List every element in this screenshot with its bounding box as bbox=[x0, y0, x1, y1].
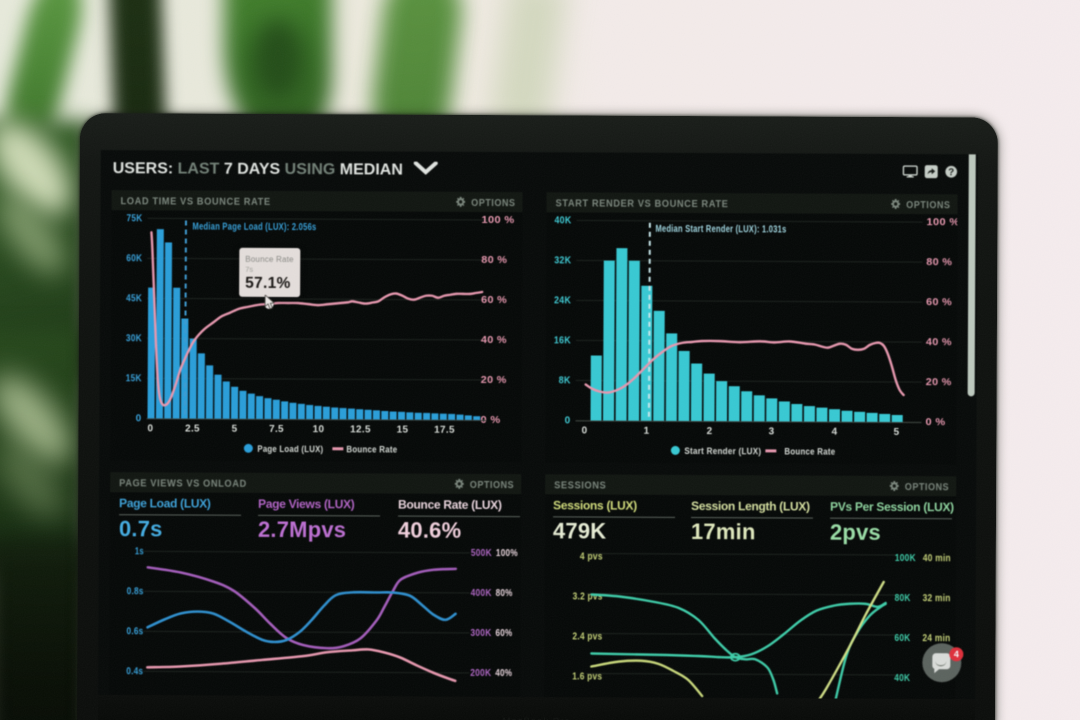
svg-text:30K: 30K bbox=[126, 333, 142, 344]
svg-text:0: 0 bbox=[581, 425, 587, 436]
svg-text:7.5: 7.5 bbox=[269, 424, 284, 435]
svg-text:75K: 75K bbox=[126, 213, 142, 224]
svg-text:100 %: 100 % bbox=[481, 215, 514, 226]
svg-text:Bounce Rate: Bounce Rate bbox=[784, 446, 835, 457]
svg-text:40K: 40K bbox=[554, 215, 571, 226]
svg-text:100 %: 100 % bbox=[926, 217, 957, 228]
svg-text:40 min: 40 min bbox=[923, 553, 951, 564]
svg-text:?: ? bbox=[948, 167, 954, 178]
svg-text:5: 5 bbox=[893, 427, 899, 438]
svg-text:4 pvs: 4 pvs bbox=[580, 551, 603, 562]
svg-text:40K: 40K bbox=[894, 673, 910, 684]
svg-text:Start Render (LUX): Start Render (LUX) bbox=[684, 446, 761, 457]
svg-text:60 %: 60 % bbox=[926, 297, 952, 308]
svg-text:80 %: 80 % bbox=[481, 255, 507, 266]
svg-text:12.5: 12.5 bbox=[350, 424, 371, 435]
svg-text:0: 0 bbox=[565, 415, 571, 426]
svg-text:2: 2 bbox=[706, 426, 712, 437]
svg-text:2.4 pvs: 2.4 pvs bbox=[572, 631, 602, 642]
svg-text:40 %: 40 % bbox=[481, 335, 507, 346]
svg-text:0.4s: 0.4s bbox=[126, 666, 143, 677]
svg-text:300K: 300K bbox=[470, 628, 491, 639]
svg-text:40 %: 40 % bbox=[926, 337, 952, 348]
svg-text:Median Page Load (LUX): 2.056s: Median Page Load (LUX): 2.056s bbox=[192, 222, 316, 234]
svg-text:1s: 1s bbox=[135, 546, 144, 557]
svg-text:17.5: 17.5 bbox=[434, 425, 455, 436]
svg-text:0.6s: 0.6s bbox=[126, 626, 143, 637]
svg-text:15K: 15K bbox=[126, 373, 142, 384]
svg-text:32K: 32K bbox=[554, 255, 571, 266]
svg-text:3: 3 bbox=[768, 426, 774, 437]
svg-text:15: 15 bbox=[397, 425, 409, 436]
svg-text:16K: 16K bbox=[554, 335, 571, 346]
svg-text:40%: 40% bbox=[495, 668, 512, 679]
svg-text:1: 1 bbox=[643, 426, 649, 437]
svg-text:60K: 60K bbox=[126, 253, 142, 264]
svg-text:5: 5 bbox=[231, 424, 237, 435]
svg-text:2.5: 2.5 bbox=[185, 424, 200, 435]
svg-text:80 %: 80 % bbox=[926, 257, 952, 268]
svg-text:24 min: 24 min bbox=[922, 633, 950, 644]
svg-text:60 %: 60 % bbox=[481, 295, 507, 306]
svg-text:0: 0 bbox=[147, 423, 153, 434]
svg-text:20 %: 20 % bbox=[926, 377, 952, 388]
svg-text:4: 4 bbox=[831, 427, 837, 438]
svg-text:0.8s: 0.8s bbox=[127, 586, 144, 597]
svg-text:45K: 45K bbox=[126, 293, 142, 304]
svg-text:1.6 pvs: 1.6 pvs bbox=[572, 671, 602, 682]
svg-text:80%: 80% bbox=[496, 588, 513, 599]
svg-text:32 min: 32 min bbox=[923, 593, 951, 604]
svg-text:0: 0 bbox=[136, 413, 142, 424]
svg-text:60K: 60K bbox=[894, 633, 910, 644]
svg-text:200K: 200K bbox=[470, 668, 491, 679]
svg-text:0 %: 0 % bbox=[925, 417, 945, 428]
svg-text:8K: 8K bbox=[559, 375, 571, 386]
svg-text:10: 10 bbox=[313, 424, 325, 435]
svg-text:24K: 24K bbox=[554, 295, 571, 306]
svg-text:100K: 100K bbox=[895, 553, 916, 564]
svg-text:Page Load (LUX): Page Load (LUX) bbox=[257, 444, 323, 455]
svg-text:Bounce Rate: Bounce Rate bbox=[346, 444, 397, 455]
svg-text:100%: 100% bbox=[496, 548, 518, 559]
svg-text:3.2 pvs: 3.2 pvs bbox=[573, 591, 603, 602]
svg-text:60%: 60% bbox=[495, 628, 512, 639]
svg-text:20 %: 20 % bbox=[481, 375, 507, 386]
svg-text:Median Start Render (LUX): 1.0: Median Start Render (LUX): 1.031s bbox=[655, 224, 786, 236]
svg-text:400K: 400K bbox=[471, 588, 492, 599]
svg-text:500K: 500K bbox=[471, 548, 492, 559]
svg-text:80K: 80K bbox=[895, 593, 911, 604]
